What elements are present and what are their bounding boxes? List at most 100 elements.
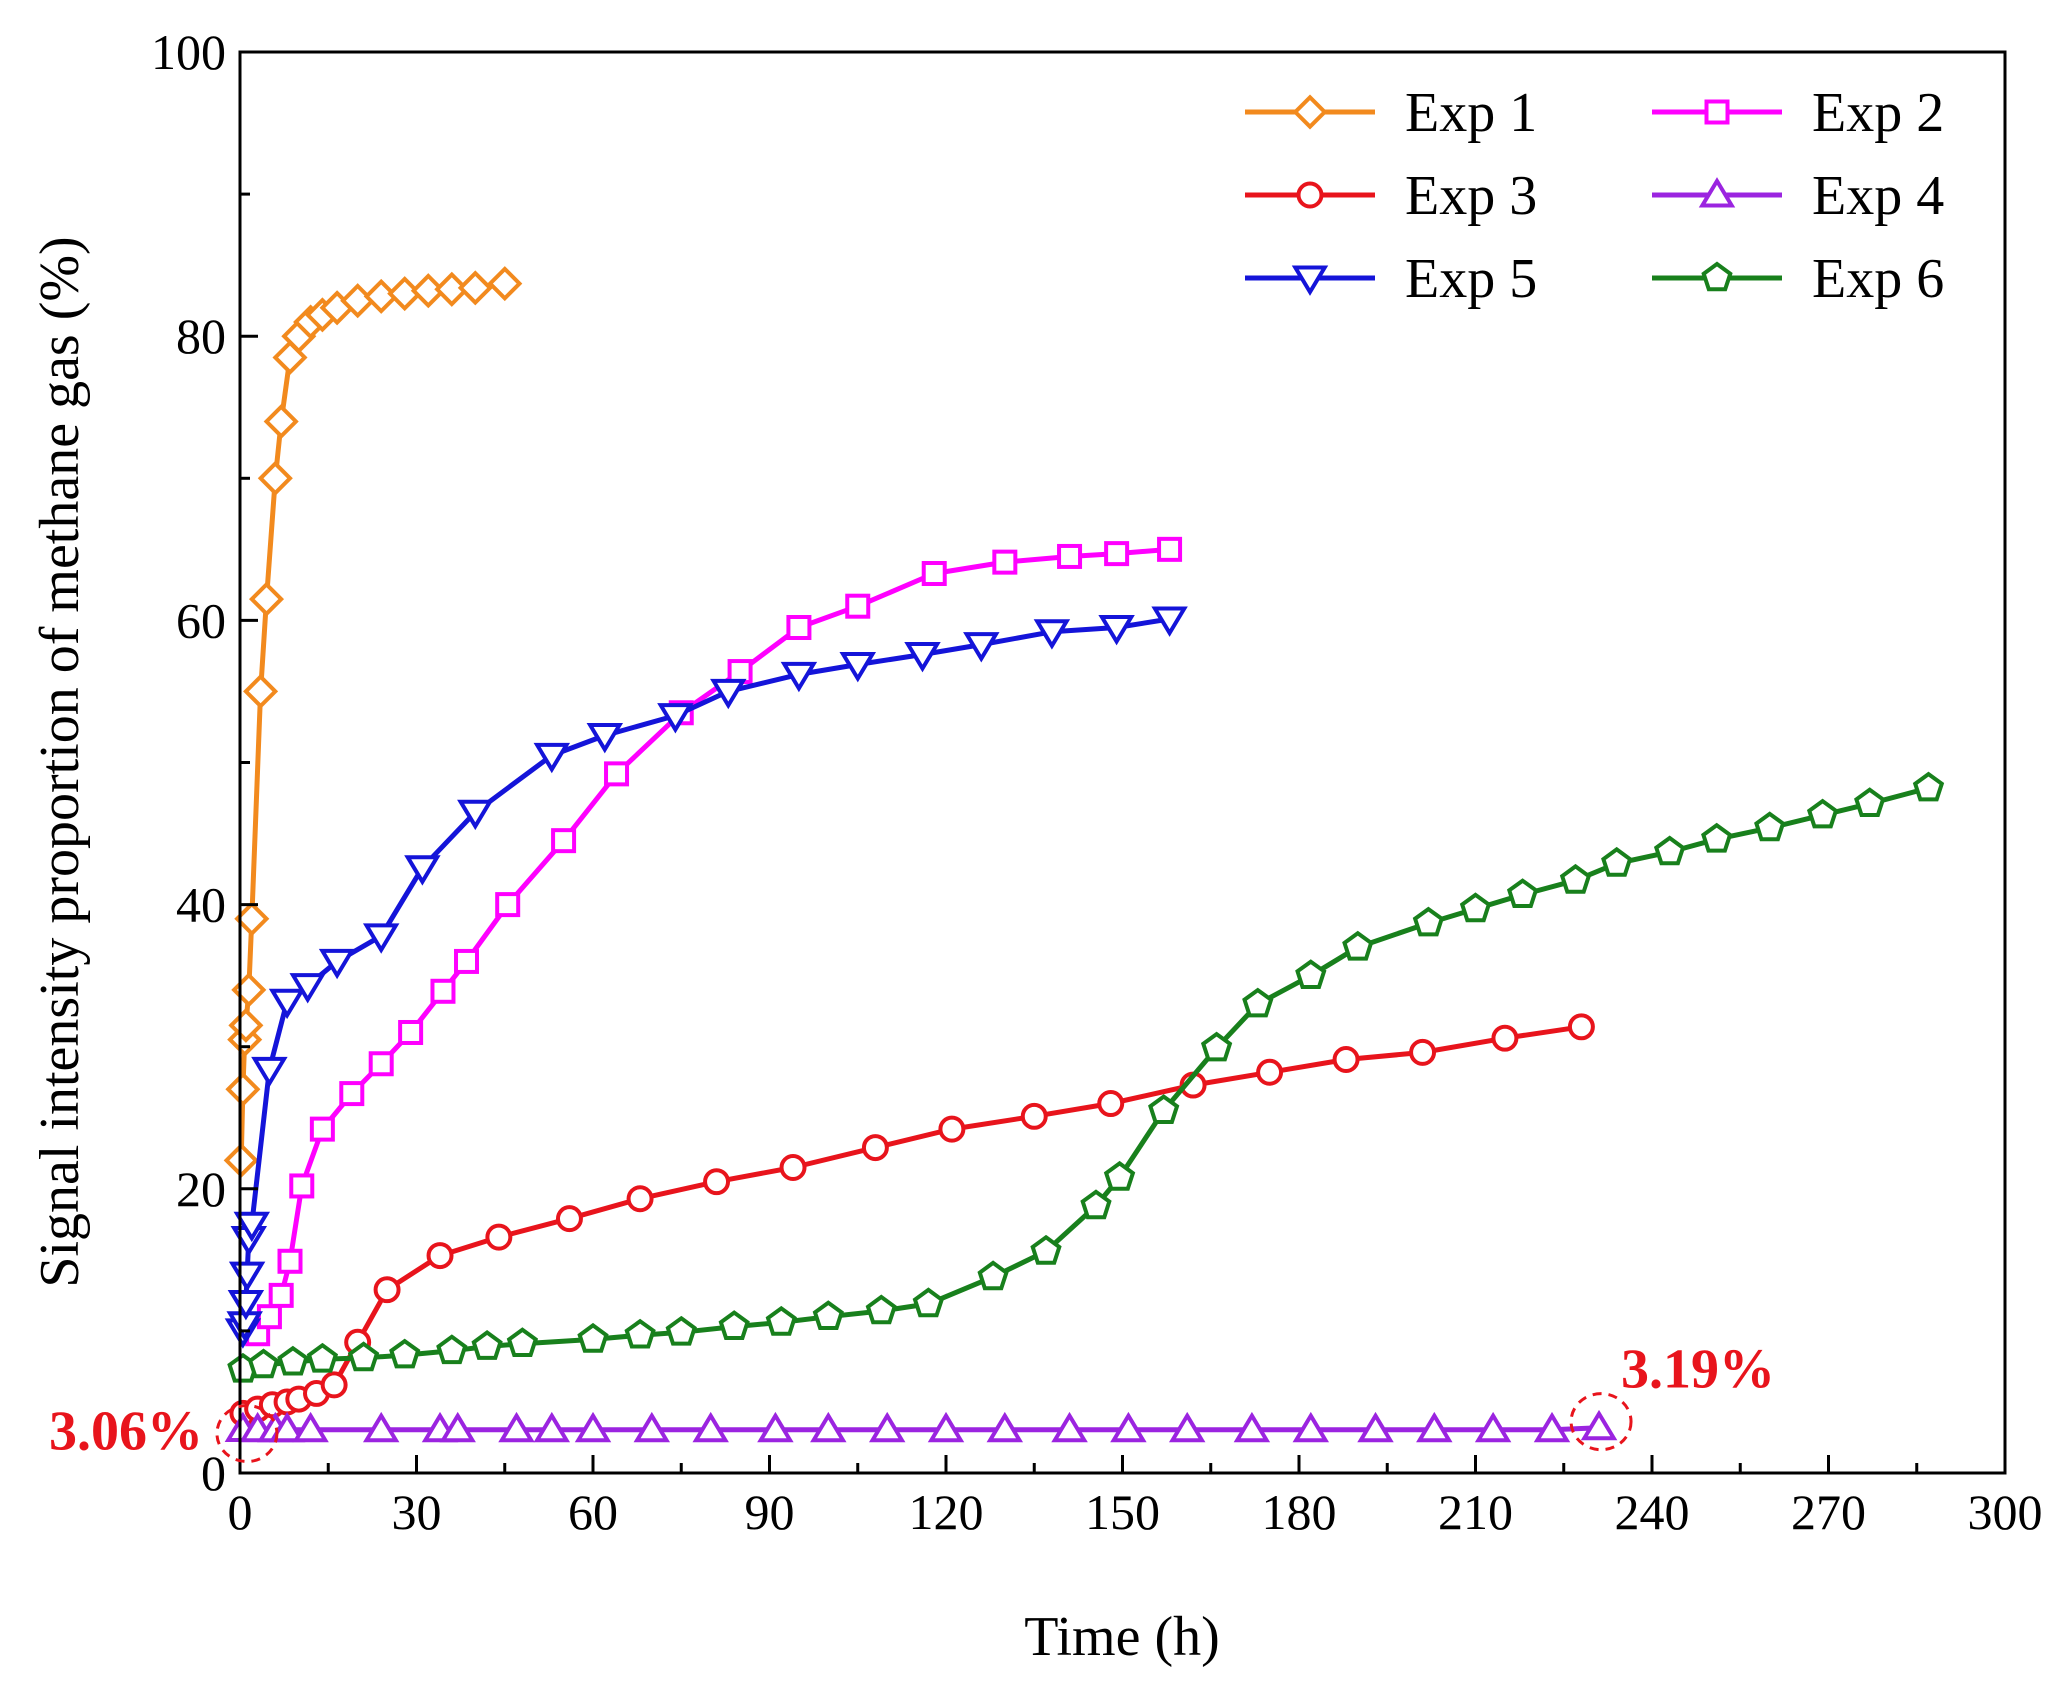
legend-item: Exp 1: [1245, 82, 1537, 144]
x-tick-label: 0: [228, 1484, 253, 1540]
data-point: [506, 1327, 539, 1357]
data-point: [786, 615, 812, 641]
data-point: [765, 1305, 797, 1336]
data-point: [1051, 1411, 1088, 1443]
data-point: [1103, 1160, 1136, 1191]
y-axis-title: Signal intensity proportion of methane g…: [29, 236, 91, 1287]
data-point: [574, 1411, 612, 1443]
x-tick-label: 180: [1262, 1484, 1337, 1540]
data-point: [1292, 1411, 1330, 1443]
data-point: [389, 1338, 421, 1369]
data-point: [692, 1411, 729, 1443]
data-point: [268, 1411, 306, 1443]
data-point: [243, 673, 279, 709]
y-tick-label: 80: [176, 308, 226, 364]
x-tick-label: 240: [1615, 1484, 1690, 1540]
data-point: [487, 266, 523, 302]
data-point: [633, 1411, 671, 1443]
data-point: [1295, 959, 1327, 989]
data-point: [426, 1242, 454, 1270]
data-point: [1080, 1189, 1112, 1220]
legend-label: Exp 5: [1405, 248, 1537, 310]
data-point: [263, 403, 299, 440]
data-point: [373, 1276, 401, 1304]
data-point: [498, 1411, 535, 1443]
data-point: [1559, 863, 1592, 894]
data-point: [1580, 1409, 1618, 1441]
x-tick-label: 90: [745, 1484, 795, 1540]
data-point: [268, 1282, 294, 1308]
data-point: [1157, 536, 1183, 562]
data-point: [1806, 798, 1839, 829]
data-point: [1754, 811, 1786, 842]
legend-label: Exp 3: [1405, 165, 1537, 227]
data-point: [485, 1223, 513, 1251]
legend-item: Exp 2: [1652, 82, 1944, 144]
series-exp-4: [224, 1409, 1618, 1443]
data-point: [1567, 1013, 1595, 1041]
data-point: [439, 1411, 476, 1443]
data-point: [624, 1318, 656, 1349]
x-tick-label: 300: [1968, 1484, 2043, 1540]
data-point: [1701, 261, 1733, 292]
data-point: [1110, 1411, 1147, 1443]
data-point: [1020, 1102, 1048, 1130]
data-point: [495, 892, 521, 918]
data-point: [1098, 615, 1135, 646]
data-point: [1459, 892, 1492, 923]
data-point: [1412, 906, 1445, 937]
data-point: [779, 1154, 807, 1181]
data-point: [904, 642, 941, 673]
data-point: [1104, 541, 1130, 567]
legend-item: Exp 5: [1245, 248, 1537, 310]
data-point: [533, 1411, 571, 1443]
data-point: [1200, 1031, 1233, 1062]
data-point: [992, 549, 1018, 575]
data-point: [1151, 606, 1188, 637]
data-point: [347, 1341, 380, 1372]
data-point: [986, 1411, 1024, 1443]
data-point: [471, 1330, 503, 1360]
data-point: [1653, 835, 1686, 866]
data-point: [604, 761, 630, 787]
data-point: [257, 460, 293, 496]
data-point: [1491, 1024, 1519, 1052]
data-point: [277, 1345, 309, 1376]
annotation-circle: [1569, 1392, 1633, 1452]
data-point: [912, 1287, 945, 1318]
data-point: [436, 1334, 468, 1365]
data-point: [810, 1411, 847, 1443]
data-point: [665, 1315, 697, 1346]
data-point: [586, 723, 624, 754]
legend-label: Exp 1: [1405, 82, 1537, 144]
data-point: [362, 923, 400, 954]
data-point: [551, 828, 577, 854]
data-point: [1148, 1094, 1180, 1124]
data-point: [963, 632, 1000, 663]
data-point: [292, 1411, 329, 1443]
series-line: [242, 1425, 1600, 1433]
data-point: [780, 661, 818, 693]
data-point: [1409, 1038, 1437, 1066]
data-point: [718, 1310, 750, 1340]
data-point: [710, 678, 747, 710]
series-exp-2: [245, 536, 1183, 1347]
data-point: [1912, 771, 1945, 802]
data-point: [225, 1071, 261, 1107]
legend: Exp 1 Exp 2 Exp 3 Exp 4 Exp 5 Exp 6: [1245, 82, 1944, 310]
data-point: [1533, 1411, 1571, 1443]
x-tick-label: 60: [568, 1484, 618, 1540]
data-point: [1342, 930, 1374, 961]
data-point: [256, 1304, 282, 1330]
data-point: [1168, 1411, 1206, 1443]
data-point: [1698, 177, 1736, 208]
data-point: [247, 1348, 280, 1379]
data-point: [577, 1322, 609, 1353]
data-point: [1854, 787, 1886, 817]
data-point: [1033, 619, 1071, 650]
series-exp-5: [224, 606, 1188, 1349]
data-point: [626, 1185, 654, 1213]
annotation-circle: [215, 1404, 279, 1464]
data-point: [533, 742, 571, 774]
